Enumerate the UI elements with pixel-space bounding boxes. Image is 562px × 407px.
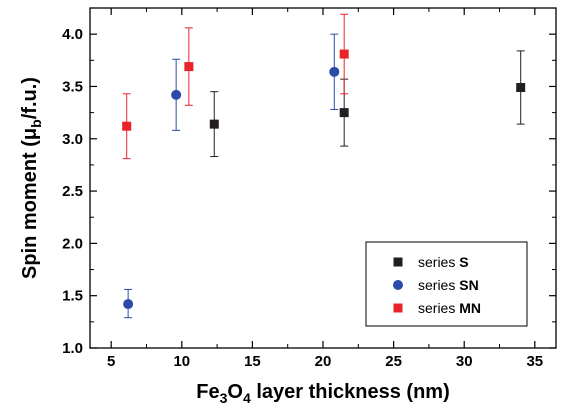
- data-point: [329, 66, 340, 77]
- x-tick-label: 5: [107, 353, 115, 370]
- y-tick-label: 3.5: [62, 78, 83, 95]
- legend-box: [365, 241, 528, 327]
- x-tick-label: 25: [385, 353, 402, 370]
- legend-label: series S: [418, 254, 469, 270]
- y-tick-label: 2.0: [62, 235, 83, 252]
- data-point: [516, 83, 526, 93]
- legend-label: series SN: [418, 277, 479, 293]
- data-point: [339, 49, 349, 59]
- x-axis-title: Fe3O4 layer thickness (nm): [196, 381, 449, 406]
- y-tick-label: 1.0: [62, 340, 83, 357]
- data-point: [171, 89, 182, 100]
- legend-item: series SN: [393, 277, 479, 293]
- tick-labels: 5 10 15 20 25 30 35 1.0 1.5 2.0 2.5 3.0 3.5 4.0: [62, 26, 543, 370]
- x-tick-label: 15: [244, 353, 261, 370]
- legend-label: series MN: [418, 300, 481, 316]
- series-2: [123, 33, 340, 319]
- x-tick-label: 20: [315, 353, 332, 370]
- y-tick-label: 4.0: [62, 26, 83, 43]
- axis-ticks: [90, 8, 556, 349]
- legend-marker: [393, 280, 403, 290]
- legend-item: series MN: [393, 300, 481, 316]
- x-tick-label: 30: [456, 353, 473, 370]
- data-point: [122, 121, 132, 131]
- x-tick-label: 35: [526, 353, 543, 370]
- legend-marker: [393, 257, 403, 267]
- series-3: [122, 13, 349, 160]
- series-1: [209, 50, 526, 158]
- legend-item: series S: [393, 254, 469, 270]
- legend-marker: [393, 303, 403, 313]
- data-point: [123, 299, 134, 310]
- x-tick-label: 10: [173, 353, 190, 370]
- y-tick-label: 1.5: [62, 288, 83, 305]
- data-point: [184, 62, 194, 72]
- data-point: [339, 108, 349, 118]
- data-point: [209, 119, 219, 129]
- data-marks: [122, 13, 526, 319]
- legend: series S series SN series MN: [365, 241, 528, 327]
- y-tick-label: 2.5: [62, 183, 83, 200]
- y-tick-label: 3.0: [62, 131, 83, 148]
- y-axis-title: Spin moment (μb/f.u.): [19, 77, 44, 279]
